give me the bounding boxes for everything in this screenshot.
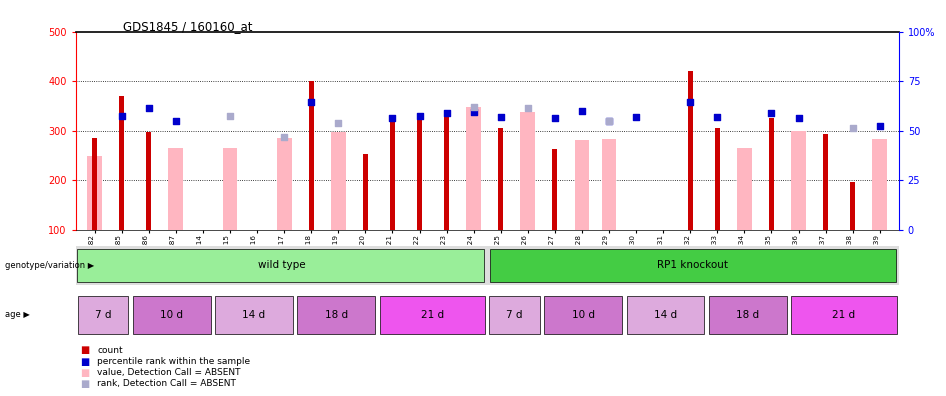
Bar [215, 296, 293, 334]
Text: 14 d: 14 d [242, 310, 266, 320]
Point [548, 115, 563, 122]
Text: ■: ■ [80, 356, 90, 367]
Text: 14 d: 14 d [654, 310, 677, 320]
Text: 7 d: 7 d [506, 310, 523, 320]
Text: 18 d: 18 d [324, 310, 348, 320]
Bar [499, 128, 503, 230]
Bar [308, 81, 314, 230]
Bar [715, 128, 720, 230]
Bar [147, 132, 151, 230]
Bar [823, 134, 828, 230]
Point [710, 114, 725, 120]
Bar [737, 148, 752, 230]
Point [791, 115, 806, 122]
Point [602, 118, 617, 124]
Bar [379, 296, 485, 334]
Point [276, 133, 291, 140]
Point [141, 105, 156, 112]
Bar [769, 118, 774, 230]
Point [331, 120, 346, 126]
Text: RP1 knockout: RP1 knockout [657, 260, 728, 270]
Text: rank, Detection Call = ABSENT: rank, Detection Call = ABSENT [97, 379, 236, 388]
Text: count: count [97, 346, 123, 355]
Bar [466, 107, 482, 230]
Bar [119, 96, 124, 230]
Point [304, 99, 319, 105]
Bar [791, 296, 897, 334]
Point [520, 105, 535, 112]
Text: wild type: wild type [257, 260, 306, 270]
Point [845, 125, 860, 131]
Bar [276, 138, 291, 230]
Bar [490, 249, 896, 282]
Bar [444, 113, 449, 230]
Bar [87, 156, 102, 230]
Point [466, 104, 482, 110]
Bar [791, 131, 806, 230]
Text: percentile rank within the sample: percentile rank within the sample [97, 357, 251, 366]
Text: ■: ■ [80, 345, 90, 356]
Point [168, 118, 184, 124]
Point [466, 109, 482, 115]
Point [574, 108, 589, 114]
Point [385, 115, 400, 122]
Point [439, 110, 454, 116]
Text: ■: ■ [80, 379, 90, 389]
Point [493, 114, 508, 120]
Point [763, 110, 779, 116]
Point [683, 99, 698, 105]
Bar [168, 148, 184, 230]
Bar [552, 149, 557, 230]
Text: 21 d: 21 d [832, 310, 855, 320]
Point [872, 123, 887, 129]
Bar [390, 121, 394, 230]
Bar [626, 296, 705, 334]
Bar [520, 112, 535, 230]
Text: genotype/variation ▶: genotype/variation ▶ [5, 261, 94, 270]
Text: ■: ■ [80, 367, 90, 378]
Bar [544, 296, 622, 334]
Bar [363, 154, 368, 230]
Text: 18 d: 18 d [736, 310, 760, 320]
Point [222, 112, 237, 119]
Bar [850, 182, 855, 230]
Bar [574, 139, 589, 230]
Bar [222, 148, 237, 230]
Bar [77, 249, 484, 282]
Text: value, Detection Call = ABSENT: value, Detection Call = ABSENT [97, 368, 241, 377]
Text: 10 d: 10 d [571, 310, 595, 320]
Bar [489, 296, 540, 334]
Bar [602, 139, 617, 230]
Bar [872, 139, 887, 230]
Bar [688, 71, 692, 230]
Bar [78, 296, 129, 334]
Bar [417, 118, 422, 230]
Bar [331, 131, 345, 230]
Point [628, 114, 643, 120]
Bar [92, 138, 97, 230]
Bar [132, 296, 211, 334]
Text: GDS1845 / 160160_at: GDS1845 / 160160_at [123, 20, 253, 33]
Bar [297, 296, 376, 334]
Text: age ▶: age ▶ [5, 310, 29, 319]
Text: 21 d: 21 d [421, 310, 444, 320]
Point [602, 118, 617, 124]
Point [114, 112, 130, 119]
Text: 7 d: 7 d [95, 310, 112, 320]
Bar [709, 296, 787, 334]
Point [412, 112, 427, 119]
Text: 10 d: 10 d [160, 310, 184, 320]
